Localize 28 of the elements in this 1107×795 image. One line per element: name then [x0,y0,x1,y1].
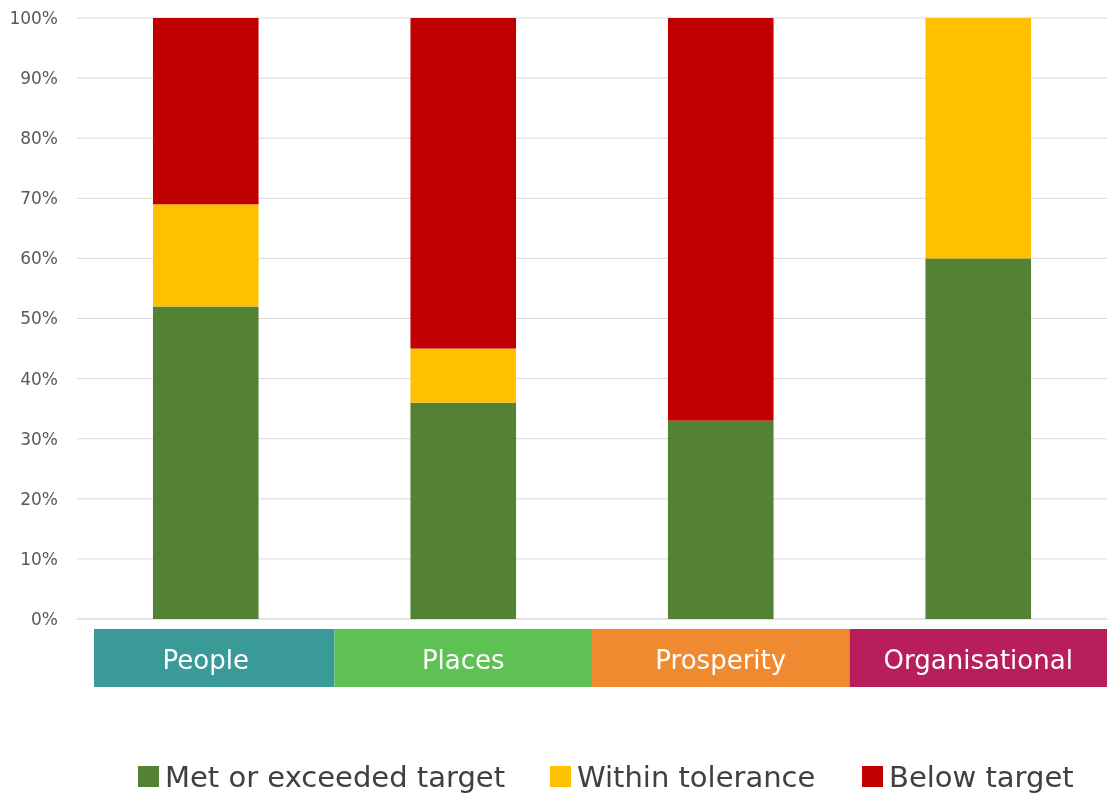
legend-label: Met or exceeded target [165,760,505,795]
y-tick-label: 50% [20,308,58,329]
bar [152,306,259,619]
bar [667,420,774,619]
y-tick-label: 0% [31,608,58,629]
bar [410,402,517,619]
y-tick-label: 10% [20,548,58,569]
x-tick-label: Organisational [883,645,1073,676]
x-tick-label: Places [421,645,505,676]
y-tick-label: 100% [9,7,58,28]
y-tick-label: 20% [20,488,58,509]
bar [667,18,774,421]
bar [410,18,517,349]
bar [925,18,1032,259]
x-tick-label: Prosperity [655,645,787,676]
legend-label: Below target [889,760,1074,795]
x-tick-label: People [162,645,249,676]
bar [410,348,517,403]
y-tick-label: 60% [20,248,58,269]
y-tick-label: 80% [20,128,58,149]
y-tick-label: 30% [20,428,58,449]
y-tick-label: 40% [20,368,58,389]
bar [152,18,259,205]
legend-label: Within tolerance [577,760,816,795]
y-tick-label: 70% [20,188,58,209]
bar [152,204,259,307]
bar [925,258,1032,619]
y-tick-label: 90% [20,68,58,89]
